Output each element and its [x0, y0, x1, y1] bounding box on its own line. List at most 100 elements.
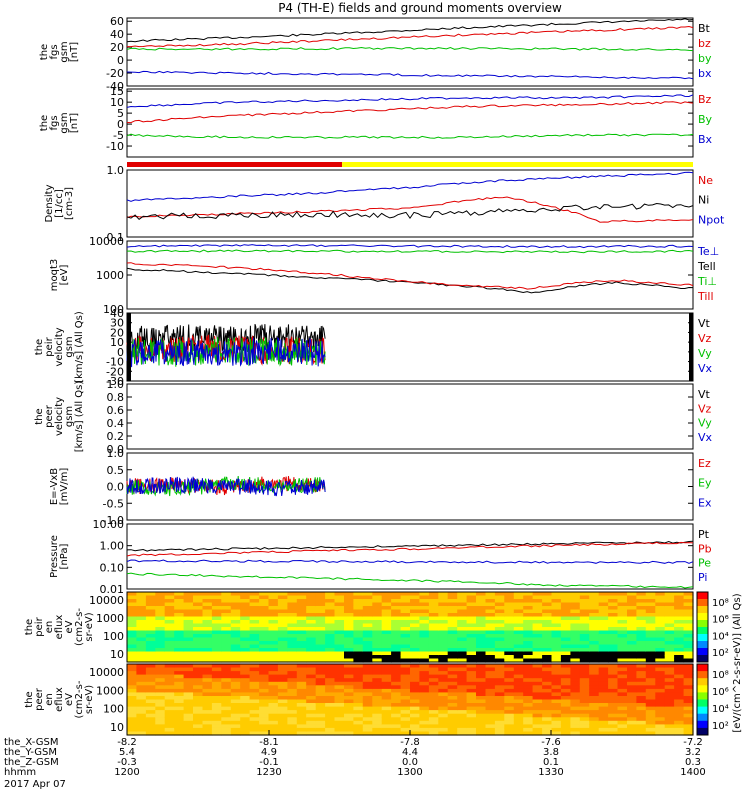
heat-cell	[419, 664, 430, 669]
heat-cell	[164, 724, 175, 729]
heat-cell	[183, 710, 194, 715]
heat-cell	[589, 641, 600, 646]
heat-cell	[362, 696, 373, 701]
heat-cell	[447, 692, 458, 697]
heat-cell	[400, 658, 411, 663]
heat-cell	[230, 717, 241, 722]
heat-cell	[230, 688, 241, 693]
heat-cell	[447, 710, 458, 715]
heat-cell	[410, 609, 420, 614]
y-tick-label: -1.0	[103, 514, 124, 527]
heat-cell	[608, 637, 619, 642]
y-tick-label: 30	[110, 317, 124, 330]
heat-cell	[334, 630, 345, 635]
heat-cell	[410, 717, 420, 722]
heat-cell	[457, 630, 468, 635]
heat-cell	[325, 699, 336, 704]
heat-cell	[391, 613, 402, 618]
heat-cell	[560, 595, 571, 600]
heat-cell	[457, 641, 468, 646]
heat-cell	[523, 674, 534, 679]
heat-cell	[136, 602, 147, 607]
heat-cell	[127, 710, 137, 715]
heat-cell	[410, 674, 420, 679]
heat-cell	[447, 731, 458, 736]
heat-cell	[344, 609, 354, 614]
heat-cell	[674, 713, 685, 718]
heat-cell	[202, 713, 213, 718]
heat-cell	[655, 667, 666, 672]
heat-cell	[372, 681, 383, 686]
heat-cell	[551, 720, 562, 725]
heat-cell	[344, 692, 354, 697]
heat-cell	[664, 609, 675, 614]
heat-cell	[287, 678, 298, 683]
heat-cell	[513, 613, 524, 618]
heat-cell	[400, 613, 411, 618]
heat-cell	[532, 699, 543, 704]
heat-cell	[674, 671, 685, 676]
heat-cell	[287, 731, 298, 736]
heat-cell	[645, 706, 656, 711]
heat-cell	[457, 634, 468, 639]
heat-cell	[494, 648, 505, 653]
heat-cell	[438, 616, 449, 621]
heat-cell	[325, 595, 336, 600]
heat-cell	[683, 674, 694, 679]
heat-cell	[513, 616, 524, 621]
heat-cell	[551, 674, 562, 679]
heat-cell	[193, 599, 203, 604]
heat-cell	[428, 595, 439, 600]
heat-cell	[570, 667, 581, 672]
heat-cell	[674, 664, 685, 669]
heat-cell	[608, 664, 619, 669]
heat-cell	[174, 602, 185, 607]
heat-cell	[617, 658, 628, 663]
heat-cell	[259, 681, 270, 686]
heat-cell	[466, 667, 477, 672]
heat-cell	[315, 623, 326, 628]
heat-cell	[551, 713, 562, 718]
heat-cell	[570, 613, 581, 618]
status-bar-red	[127, 162, 343, 167]
heat-cell	[523, 696, 534, 701]
heat-cell	[551, 727, 562, 732]
heat-cell	[645, 720, 656, 725]
heat-cell	[183, 674, 194, 679]
heat-cell	[542, 609, 553, 614]
heat-cell	[485, 616, 496, 621]
heat-cell	[494, 685, 505, 690]
heat-cell	[598, 717, 609, 722]
heat-cell	[542, 664, 553, 669]
heat-cell	[193, 630, 203, 635]
heat-cell	[334, 688, 345, 693]
heat-cell	[627, 706, 637, 711]
heat-cell	[174, 620, 185, 625]
heat-cell	[268, 609, 279, 614]
heat-cell	[155, 674, 166, 679]
heat-cell	[579, 664, 590, 669]
heat-cell	[391, 634, 402, 639]
heat-cell	[353, 641, 364, 646]
heat-cell	[325, 620, 336, 625]
heat-cell	[485, 706, 496, 711]
heat-cell	[438, 731, 449, 736]
heat-cell	[268, 671, 279, 676]
heat-cell	[315, 713, 326, 718]
heat-cell	[513, 644, 524, 649]
heat-cell	[438, 613, 449, 618]
heat-cell	[287, 685, 298, 690]
heat-cell	[410, 630, 420, 635]
heat-cell	[608, 727, 619, 732]
heat-cell	[419, 703, 430, 708]
heat-cell	[127, 727, 137, 732]
heat-cell	[381, 731, 392, 736]
y-axis-label: moqt3	[49, 259, 60, 292]
heat-cell	[542, 713, 553, 718]
heat-cell	[381, 620, 392, 625]
heat-cell	[579, 706, 590, 711]
heat-cell	[353, 664, 364, 669]
heat-cell	[306, 710, 317, 715]
heat-cell	[193, 727, 203, 732]
heat-cell	[438, 696, 449, 701]
